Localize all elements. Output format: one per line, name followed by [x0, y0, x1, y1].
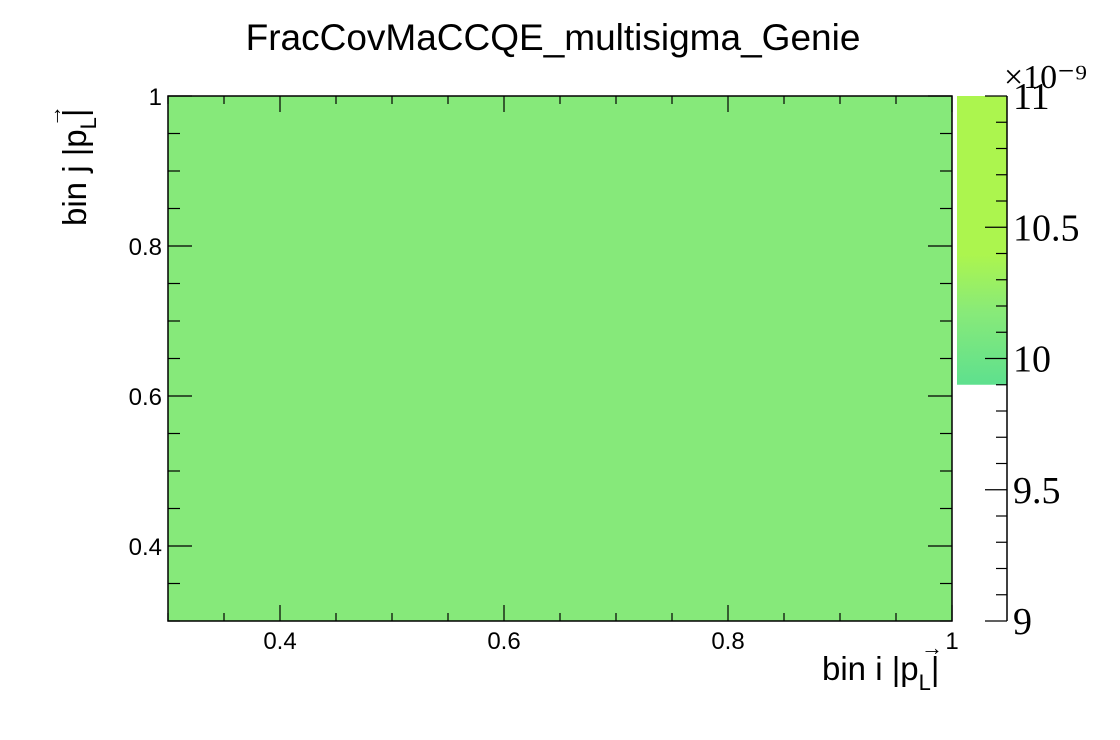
colorbar-tick-label: 11	[1013, 76, 1050, 118]
x-tick-label: 0.6	[487, 628, 520, 655]
y-tick-label: 1	[149, 84, 162, 111]
colorbar-tick-label: 9.5	[1013, 470, 1061, 512]
x-tick-label: 1	[945, 628, 958, 655]
colorbar-tick-label: 10	[1013, 339, 1051, 381]
axis-ticks: 0.4 0.6 0.8 1 0.4 0.6 0.8 1	[129, 84, 959, 655]
colorbar: 9 9.5 10 10.5 11 ×10⁻⁹	[957, 59, 1087, 643]
colorbar-multiplier: ×10⁻⁹	[1004, 59, 1087, 96]
heatmap-cell	[168, 96, 952, 621]
colorbar-fill	[957, 96, 1007, 385]
vector-arrow-icon: →	[921, 635, 943, 660]
chart-title: FracCovMaCCQE_multisigma_Genie	[246, 17, 861, 58]
colorbar-ticks: 9 9.5 10 10.5 11	[985, 76, 1080, 643]
y-tick-label: 0.8	[129, 234, 162, 261]
y-tick-label: 0.6	[129, 384, 162, 411]
heatmap-cells	[168, 96, 952, 621]
vector-arrow-icon: →	[41, 105, 66, 127]
x-axis-label: bin i |pL| →	[822, 635, 943, 695]
colorbar-tick-label: 10.5	[1013, 207, 1080, 249]
y-axis-label: bin j |pL| →	[41, 105, 101, 226]
colorbar-tick-label: 9	[1013, 601, 1032, 643]
x-tick-label: 0.4	[263, 628, 296, 655]
x-tick-label: 0.8	[711, 628, 744, 655]
y-tick-label: 0.4	[129, 534, 162, 561]
